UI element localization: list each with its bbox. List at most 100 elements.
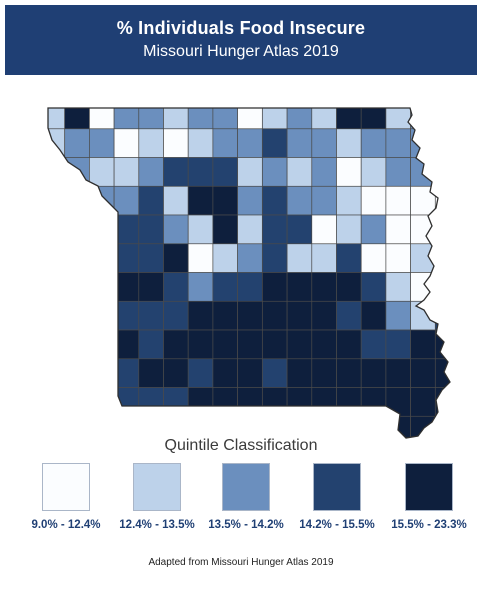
county-cell [410,300,436,331]
county-cell [48,128,66,158]
county-cell [286,157,313,187]
county-cell [64,387,90,417]
county-cell [48,272,66,302]
county-cell [138,185,164,216]
county-cell [434,329,450,360]
county-cell [212,214,238,245]
county-cell [311,387,337,417]
county-cell [262,214,288,245]
county-cell [434,387,450,417]
county-cell [336,157,362,187]
map-subtitle: Missouri Hunger Atlas 2019 [143,43,339,60]
county-cell [434,128,450,158]
county-cell [311,185,337,216]
county-cell [89,185,115,216]
county-cell [187,243,214,273]
county-cell [187,128,214,158]
county-cell [212,358,238,388]
county-cell [262,272,288,302]
legend-title: Quintile Classification [164,437,318,454]
county-cell [262,128,288,158]
county-cell [360,128,387,158]
legend-label-4: 14.2% - 15.5% [299,519,375,531]
county-cell [286,329,313,360]
county-polygons [48,108,450,438]
county-cell [138,329,164,360]
county-cell [286,108,313,130]
county-cell [89,387,115,417]
county-cell [385,329,411,360]
county-cell [360,185,387,216]
county-cell [336,272,362,302]
county-cell [237,128,263,158]
county-cell [89,128,115,158]
county-cell [262,387,288,417]
county-cell [410,329,436,360]
county-cell [360,243,387,273]
county-cell [48,358,66,388]
county-cell [64,272,90,302]
county-cell [89,214,115,245]
county-cell [286,358,313,388]
county-cell [237,243,263,273]
county-cell [237,157,263,187]
county-cell [434,300,450,331]
county-cell [286,243,313,273]
legend-label-2: 12.4% - 13.5% [119,519,195,531]
county-cell [237,387,263,417]
county-cell [237,214,263,245]
county-cell [434,243,450,273]
county-cell [410,272,436,302]
county-cell [311,300,337,331]
county-cell [360,214,387,245]
county-cell [262,185,288,216]
county-cell [163,329,189,360]
county-cell [138,272,164,302]
county-cell [163,214,189,245]
county-cell [237,358,263,388]
county-cell [237,108,263,130]
county-cell [385,243,411,273]
county-cell [212,128,238,158]
county-cell [336,108,362,130]
county-cell [187,329,214,360]
county-cell [286,214,313,245]
county-cell [163,300,189,331]
county-cell [385,128,411,158]
county-cell [187,108,214,130]
legend-swatch-5 [405,463,453,511]
county-cell [89,272,115,302]
missouri-county-map [40,100,460,445]
county-cell [212,272,238,302]
legend-label-3: 13.5% - 14.2% [208,519,284,531]
county-cell [138,108,164,130]
county-cell [311,108,337,130]
county-cell [187,272,214,302]
county-cell [286,185,313,216]
county-cell [311,243,337,273]
county-cell [89,358,115,388]
county-cell [163,108,189,130]
county-cell [138,300,164,331]
county-cell [163,157,189,187]
county-cell [212,108,238,130]
county-cell [385,108,411,130]
county-cell [385,157,411,187]
county-cell [311,128,337,158]
county-cell [286,272,313,302]
county-cell [336,243,362,273]
county-cell [138,387,164,417]
county-cell [163,243,189,273]
county-cell [360,108,387,130]
county-cell [138,157,164,187]
county-cell [434,272,450,302]
county-cell [385,185,411,216]
county-cell [311,329,337,360]
county-cell [187,185,214,216]
county-cell [64,185,90,216]
county-cell [113,108,140,130]
county-cell [410,358,436,388]
county-cell [212,329,238,360]
county-cell [360,358,387,388]
county-cell [336,185,362,216]
